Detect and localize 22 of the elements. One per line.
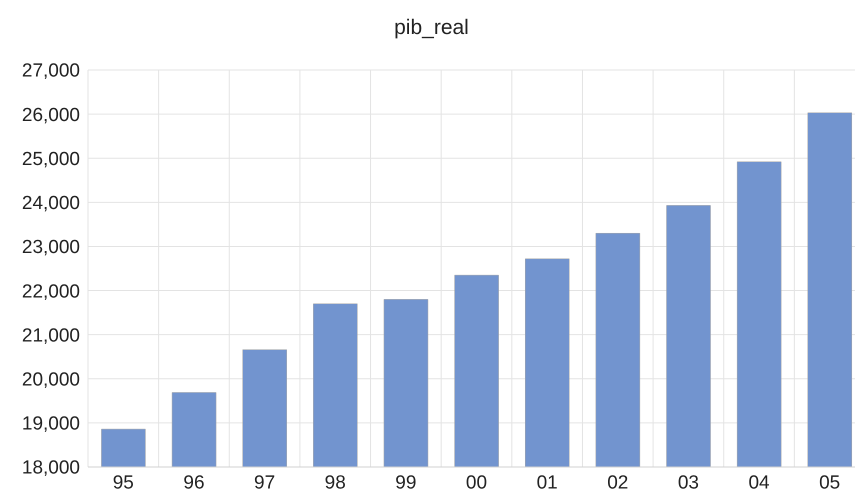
y-tick-label: 23,000 <box>22 237 80 258</box>
y-tick-label: 19,000 <box>22 414 80 435</box>
y-tick-label: 27,000 <box>22 60 80 82</box>
y-tick-label: 25,000 <box>22 148 80 170</box>
x-tick-label: 96 <box>183 472 205 494</box>
y-tick-label: 26,000 <box>22 104 80 126</box>
x-tick-label: 97 <box>254 472 276 494</box>
x-tick-label: 01 <box>536 472 558 494</box>
x-tick-label: 95 <box>112 472 134 494</box>
x-tick-label: 00 <box>466 472 488 494</box>
x-tick-label: 98 <box>324 472 346 494</box>
x-tick-label: 03 <box>678 472 699 494</box>
y-tick-label: 18,000 <box>22 458 80 479</box>
y-tick-label: 20,000 <box>22 370 80 391</box>
y-tick-label: 21,000 <box>22 325 80 346</box>
x-tick-label: 02 <box>607 472 628 494</box>
x-tick-label: 04 <box>748 472 770 494</box>
y-tick-label: 22,000 <box>22 281 80 302</box>
y-tick-label: 24,000 <box>22 193 80 214</box>
x-tick-label: 99 <box>395 472 416 494</box>
chart-title: pib_real <box>393 16 470 40</box>
x-tick-label: 05 <box>819 472 840 494</box>
